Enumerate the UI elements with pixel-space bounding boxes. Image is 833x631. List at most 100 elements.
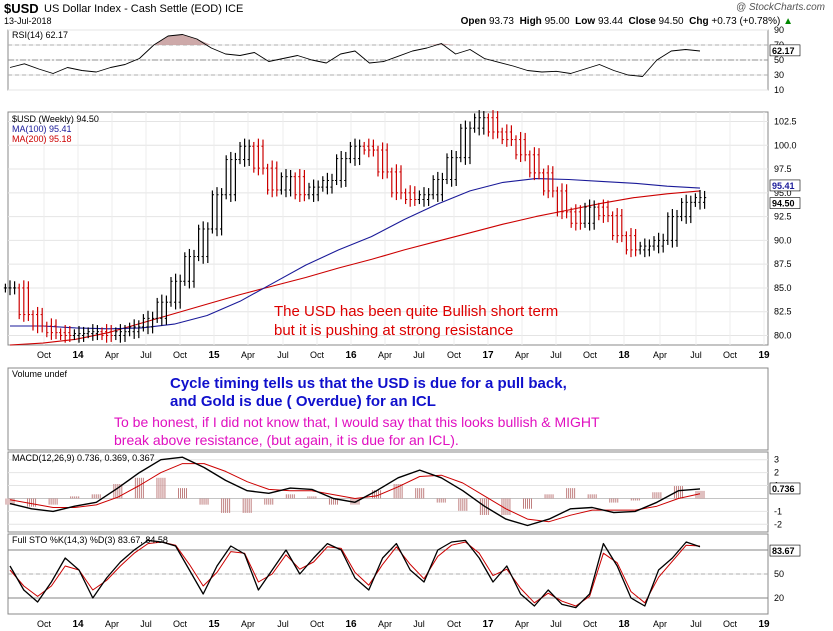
bottom-x-tick-label: Oct (310, 619, 325, 629)
bottom-x-tick-label: Oct (173, 619, 188, 629)
price-x-tick-label: Oct (583, 350, 598, 360)
price-tick-label: 100.0 (774, 140, 797, 150)
volume-panel (7, 367, 769, 451)
price-tick-label: 97.5 (774, 164, 792, 174)
ma100-last-value-box (769, 179, 801, 192)
low-label: Low (575, 16, 596, 27)
price-x-tick-label: Jul (277, 350, 289, 360)
price-tick-label: 82.5 (774, 307, 792, 317)
price-x-tick-label: Oct (173, 350, 188, 360)
open-label: Open (460, 16, 487, 27)
bottom-x-tick-label: Oct (583, 619, 598, 629)
price-x-tick-label: 15 (208, 350, 220, 361)
bottom-x-tick-label: 17 (482, 619, 494, 630)
sto-tick-label: 50 (774, 569, 784, 579)
sto-last-value: 83.67 (772, 546, 795, 556)
volume-legend: Volume undef (12, 369, 68, 379)
macd-last-value: 0.736 (772, 484, 795, 494)
price-tick-label: 90.0 (774, 235, 792, 245)
bottom-x-tick-label: Jul (413, 619, 425, 629)
price-x-tick-label: Apr (515, 350, 529, 360)
ma200-legend: MA(200) 95.18 (12, 134, 72, 144)
bottom-x-tick-label: Oct (37, 619, 52, 629)
price-x-tick-label: Jul (413, 350, 425, 360)
up-arrow-icon: ▲ (783, 16, 793, 27)
macd-panel (7, 451, 769, 533)
price-tick-label: 87.5 (774, 259, 792, 269)
high-value: 95.00 (544, 16, 570, 27)
rsi-line (9, 34, 701, 77)
sto-tick-label: 20 (774, 593, 784, 603)
sto-last-value-box (769, 544, 801, 557)
price-x-tick-label: 14 (72, 350, 84, 361)
bottom-x-tick-label: 14 (72, 619, 84, 630)
bottom-x-tick-label: Apr (515, 619, 529, 629)
macd-tick-label: -2 (774, 519, 782, 529)
bottom-x-tick-label: Apr (653, 619, 667, 629)
price-x-tick-label: Jul (690, 350, 702, 360)
bottom-x-tick-label: Jul (277, 619, 289, 629)
bottom-x-tick-label: 19 (758, 619, 770, 630)
rsi-tick-label: 30 (774, 70, 784, 80)
symbol-label: $USD (4, 1, 39, 16)
honest-annotation-line-2: break above resistance, (but again, it i… (114, 432, 459, 448)
macd-line (9, 456, 701, 527)
price-tick-label: 80.0 (774, 330, 792, 340)
price-x-tick-label: Apr (105, 350, 119, 360)
price-x-tick-label: 17 (482, 350, 494, 361)
open-value: 93.73 (488, 16, 514, 27)
price-legend: $USD (Weekly) 94.50 (12, 114, 99, 124)
rsi-overbought-fill (10, 34, 700, 45)
price-x-tick-label: Apr (241, 350, 255, 360)
price-x-tick-label: Jul (550, 350, 562, 360)
ma100-last-value: 95.41 (772, 181, 795, 191)
macd-tick-label: -1 (774, 506, 782, 516)
price-x-tick-label: 18 (618, 350, 630, 361)
cycle-annotation-line-1: Cycle timing tells us that the USD is du… (170, 375, 567, 392)
bottom-x-tick-label: Jul (690, 619, 702, 629)
price-last-value-box (769, 197, 801, 209)
ma100-legend: MA(100) 95.41 (12, 124, 72, 134)
price-tick-label: 92.5 (774, 212, 792, 222)
price-x-tick-label: Oct (310, 350, 325, 360)
price-tick-label: 102.5 (774, 117, 797, 127)
close-value: 94.50 (658, 16, 684, 27)
macd-legend: MACD(12,26,9) 0.736, 0.369, 0.367 (12, 453, 155, 463)
bottom-x-tick-label: 16 (345, 619, 357, 630)
low-value: 93.44 (597, 16, 623, 27)
sto-legend: Full STO %K(14,3) %D(3) 83.67, 84.58 (12, 535, 168, 545)
bottom-x-tick-label: Apr (241, 619, 255, 629)
rsi-last-value-box (769, 44, 801, 57)
macd-tick-label: 3 (774, 455, 779, 465)
rsi-tick-label: 90 (774, 25, 784, 35)
bottom-x-tick-label: 15 (208, 619, 220, 630)
price-x-tick-label: Jul (140, 350, 152, 360)
price-tick-label: 85.0 (774, 283, 792, 293)
instrument-name: US Dollar Index - Cash Settle (EOD) ICE (44, 3, 244, 15)
ohlc-readout: Open 93.73 High 95.00 Low 93.44 Close 94… (461, 16, 793, 27)
price-annotation-line-1: The USD has been quite Bullish short ter… (274, 303, 558, 320)
price-annotation-line-2: but it is pushing at strong resistance (274, 322, 513, 339)
macd-signal-line (9, 463, 701, 523)
bottom-x-tick-label: Jul (550, 619, 562, 629)
bottom-x-tick-label: Jul (140, 619, 152, 629)
close-label: Close (628, 16, 656, 27)
cycle-annotation-line-2: and Gold is due ( Overdue) for an ICL (170, 393, 436, 410)
sto-k-line (9, 539, 701, 609)
price-tick-label: 95.0 (774, 188, 792, 198)
price-x-tick-label: Apr (653, 350, 667, 360)
chg-value: +0.73 (+0.78%) (711, 16, 781, 27)
rsi-tick-label: 50 (774, 55, 784, 65)
macd-tick-label: 2 (774, 468, 779, 478)
rsi-last-value: 62.17 (772, 46, 795, 56)
bottom-x-tick-label: Oct (447, 619, 462, 629)
price-last-value: 94.50 (772, 199, 795, 209)
bottom-x-tick-label: Apr (378, 619, 392, 629)
bottom-x-tick-label: Oct (723, 619, 738, 629)
high-label: High (519, 16, 542, 27)
chart-header: $USD US Dollar Index - Cash Settle (EOD)… (0, 0, 833, 30)
sto-d-line (9, 541, 701, 607)
honest-annotation-line-1: To be honest, if I did not know that, I … (114, 414, 600, 430)
macd-last-value-box (769, 482, 801, 495)
